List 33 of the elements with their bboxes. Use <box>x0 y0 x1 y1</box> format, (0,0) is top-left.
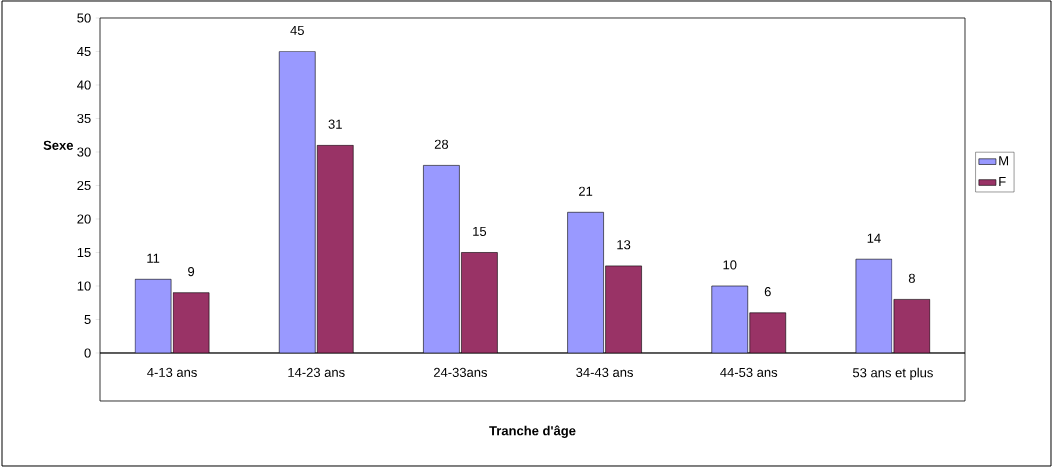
x-axis-title: Tranche d'âge <box>489 425 576 438</box>
data-label: 15 <box>473 226 487 236</box>
data-label: 13 <box>617 240 631 250</box>
y-tick-label: 30 <box>77 147 91 157</box>
y-tick-label: 5 <box>84 314 91 325</box>
y-axis-title: Sexe <box>43 140 74 150</box>
x-tick-label: 24-33ans <box>433 367 488 377</box>
legend-label: M <box>999 156 1009 166</box>
x-tick-label: 34-43 ans <box>576 367 634 377</box>
x-tick-label: 4-13 ans <box>147 367 197 377</box>
y-tick-label: 35 <box>77 113 91 124</box>
data-label: 11 <box>147 253 160 263</box>
data-label: 6 <box>764 287 771 297</box>
x-tick-label: 53 ans et plus <box>852 367 933 380</box>
data-label: 21 <box>579 186 593 196</box>
y-tick-label: 15 <box>77 247 91 258</box>
data-label: 10 <box>723 260 737 270</box>
y-tick-label: 10 <box>77 281 91 291</box>
x-tick-label: 44-53 ans <box>720 367 778 377</box>
data-label: 8 <box>908 273 915 283</box>
data-label: 31 <box>328 119 342 129</box>
data-label: 9 <box>188 266 195 277</box>
data-label: 45 <box>290 25 304 35</box>
y-tick-label: 45 <box>77 46 91 57</box>
legend-label: F <box>999 177 1006 187</box>
data-label: 14 <box>867 233 881 243</box>
y-tick-label: 25 <box>77 180 91 191</box>
y-tick-label: 20 <box>77 214 91 224</box>
y-tick-label: 40 <box>77 80 91 90</box>
data-label: 28 <box>434 139 449 149</box>
y-tick-label: 0 <box>84 348 91 358</box>
y-tick-label: 50 <box>77 13 91 23</box>
x-tick-label: 14-23 ans <box>288 367 345 377</box>
